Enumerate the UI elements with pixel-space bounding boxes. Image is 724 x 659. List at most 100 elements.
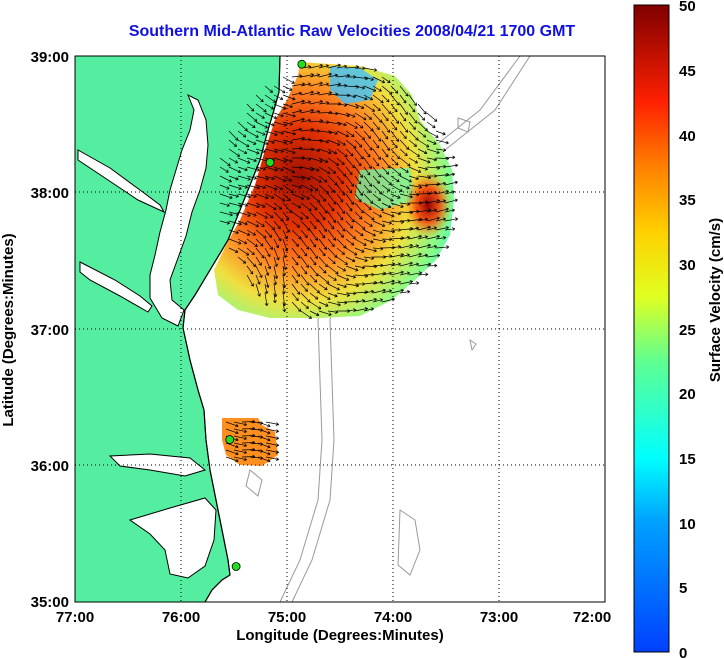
velocity-arrow — [257, 435, 271, 442]
velocity-arrow — [282, 76, 295, 84]
velocity-arrow — [444, 217, 459, 222]
velocity-arrow — [264, 238, 273, 250]
velocity-arrow — [282, 265, 287, 277]
velocity-arrow — [309, 91, 320, 96]
velocity-arrow — [257, 428, 271, 435]
radar-stations — [225, 59, 307, 571]
velocity-arrow — [228, 193, 239, 198]
velocity-arrow — [300, 220, 311, 231]
velocity-arrow — [426, 253, 441, 258]
velocity-arrow — [399, 103, 408, 115]
velocity-arrow — [336, 112, 350, 118]
velocity-arrow — [417, 243, 431, 249]
potomac-river — [77, 149, 166, 214]
velocity-arrow — [390, 270, 404, 276]
velocity-arrow — [273, 112, 284, 118]
velocity-arrow — [264, 85, 273, 93]
velocity-arrow — [354, 238, 367, 246]
velocity-arrow — [291, 146, 303, 151]
x-tick-label: 77:00 — [56, 609, 94, 626]
velocity-arrow — [309, 238, 317, 248]
velocity-arrow — [363, 139, 373, 151]
velocity-arrow — [273, 121, 287, 127]
velocity-arrow — [354, 211, 363, 220]
velocity-arrow — [264, 220, 276, 231]
velocity-arrow — [237, 220, 248, 226]
velocity-arrow — [435, 226, 449, 231]
velocity-arrow — [273, 202, 283, 210]
velocity-arrow — [336, 184, 346, 196]
velocity-arrow — [363, 297, 377, 303]
velocity-arrow — [300, 202, 312, 212]
velocity-arrow — [246, 121, 256, 129]
velocity-arrow — [264, 193, 275, 199]
velocity-arrow — [363, 220, 373, 227]
velocity-arrow — [291, 211, 304, 220]
velocity-arrow — [228, 130, 239, 141]
velocity-arrow — [327, 211, 336, 223]
grid — [75, 56, 605, 602]
velocity-arrow — [318, 256, 328, 268]
velocity-arrow — [282, 85, 293, 91]
velocity-arrow — [309, 301, 322, 310]
velocity-arrow — [318, 157, 329, 163]
velocity-field-south — [222, 418, 278, 466]
velocity-arrow — [390, 130, 400, 142]
velocity-arrow — [264, 256, 272, 270]
velocity-arrow — [237, 247, 250, 256]
velocity-arrow — [282, 121, 293, 126]
velocity-arrow — [399, 148, 408, 157]
velocity-arrow — [327, 73, 339, 78]
velocity-arrow — [336, 130, 349, 138]
velocity-arrow — [237, 211, 251, 217]
velocity-arrow — [300, 211, 309, 220]
velocity-arrow — [372, 121, 380, 131]
radar-station-marker — [265, 158, 275, 167]
velocity-arrow — [228, 247, 239, 253]
velocity-arrow — [399, 94, 407, 104]
velocity-arrow — [246, 103, 255, 112]
plot-frame — [74, 55, 606, 603]
velocity-arrow — [363, 289, 375, 294]
velocity-arrow — [225, 421, 239, 428]
velocity-arrow — [327, 92, 339, 97]
velocity-arrow — [381, 289, 392, 294]
velocity-arrow — [381, 184, 391, 192]
velocity-arrow — [354, 202, 364, 214]
velocity-arrow — [327, 193, 337, 205]
velocity-arrow — [264, 274, 270, 288]
velocity-arrow — [345, 238, 355, 246]
velocity-arrow — [327, 256, 336, 265]
velocity-arrow — [246, 148, 260, 155]
velocity-arrow — [237, 238, 248, 245]
velocity-arrow — [426, 244, 438, 249]
velocity-arrow — [291, 274, 299, 284]
velocity-arrow — [273, 148, 284, 153]
velocity-arrow — [282, 94, 296, 101]
velocity-arrow — [408, 103, 416, 113]
velocity-arrow — [345, 121, 358, 129]
y-tick-label: 39:00 — [31, 49, 69, 66]
velocity-arrow — [291, 247, 301, 259]
velocity-arrow — [372, 175, 380, 184]
y-tick-label: 35:00 — [31, 594, 69, 611]
velocity-arrow — [291, 74, 303, 78]
velocity-arrow — [354, 247, 365, 253]
velocity-arrow — [257, 456, 271, 463]
velocity-arrow — [265, 456, 280, 461]
velocity-arrow — [435, 130, 446, 136]
velocity-arrow — [372, 112, 383, 123]
velocity-arrow — [381, 112, 389, 122]
velocity-arrow — [336, 157, 345, 166]
velocity-arrow — [363, 157, 372, 169]
velocity-arrow — [246, 265, 254, 275]
velocity-arrow — [309, 274, 318, 283]
velocity-arrow — [381, 130, 389, 140]
velocity-arrow — [426, 216, 440, 222]
velocity-arrow — [327, 184, 335, 193]
velocity-arrow — [336, 166, 347, 177]
velocity-arrow — [300, 82, 311, 87]
velocity-arrow — [300, 193, 310, 200]
velocity-arrow — [273, 256, 278, 267]
velocity-arrow — [318, 139, 329, 144]
